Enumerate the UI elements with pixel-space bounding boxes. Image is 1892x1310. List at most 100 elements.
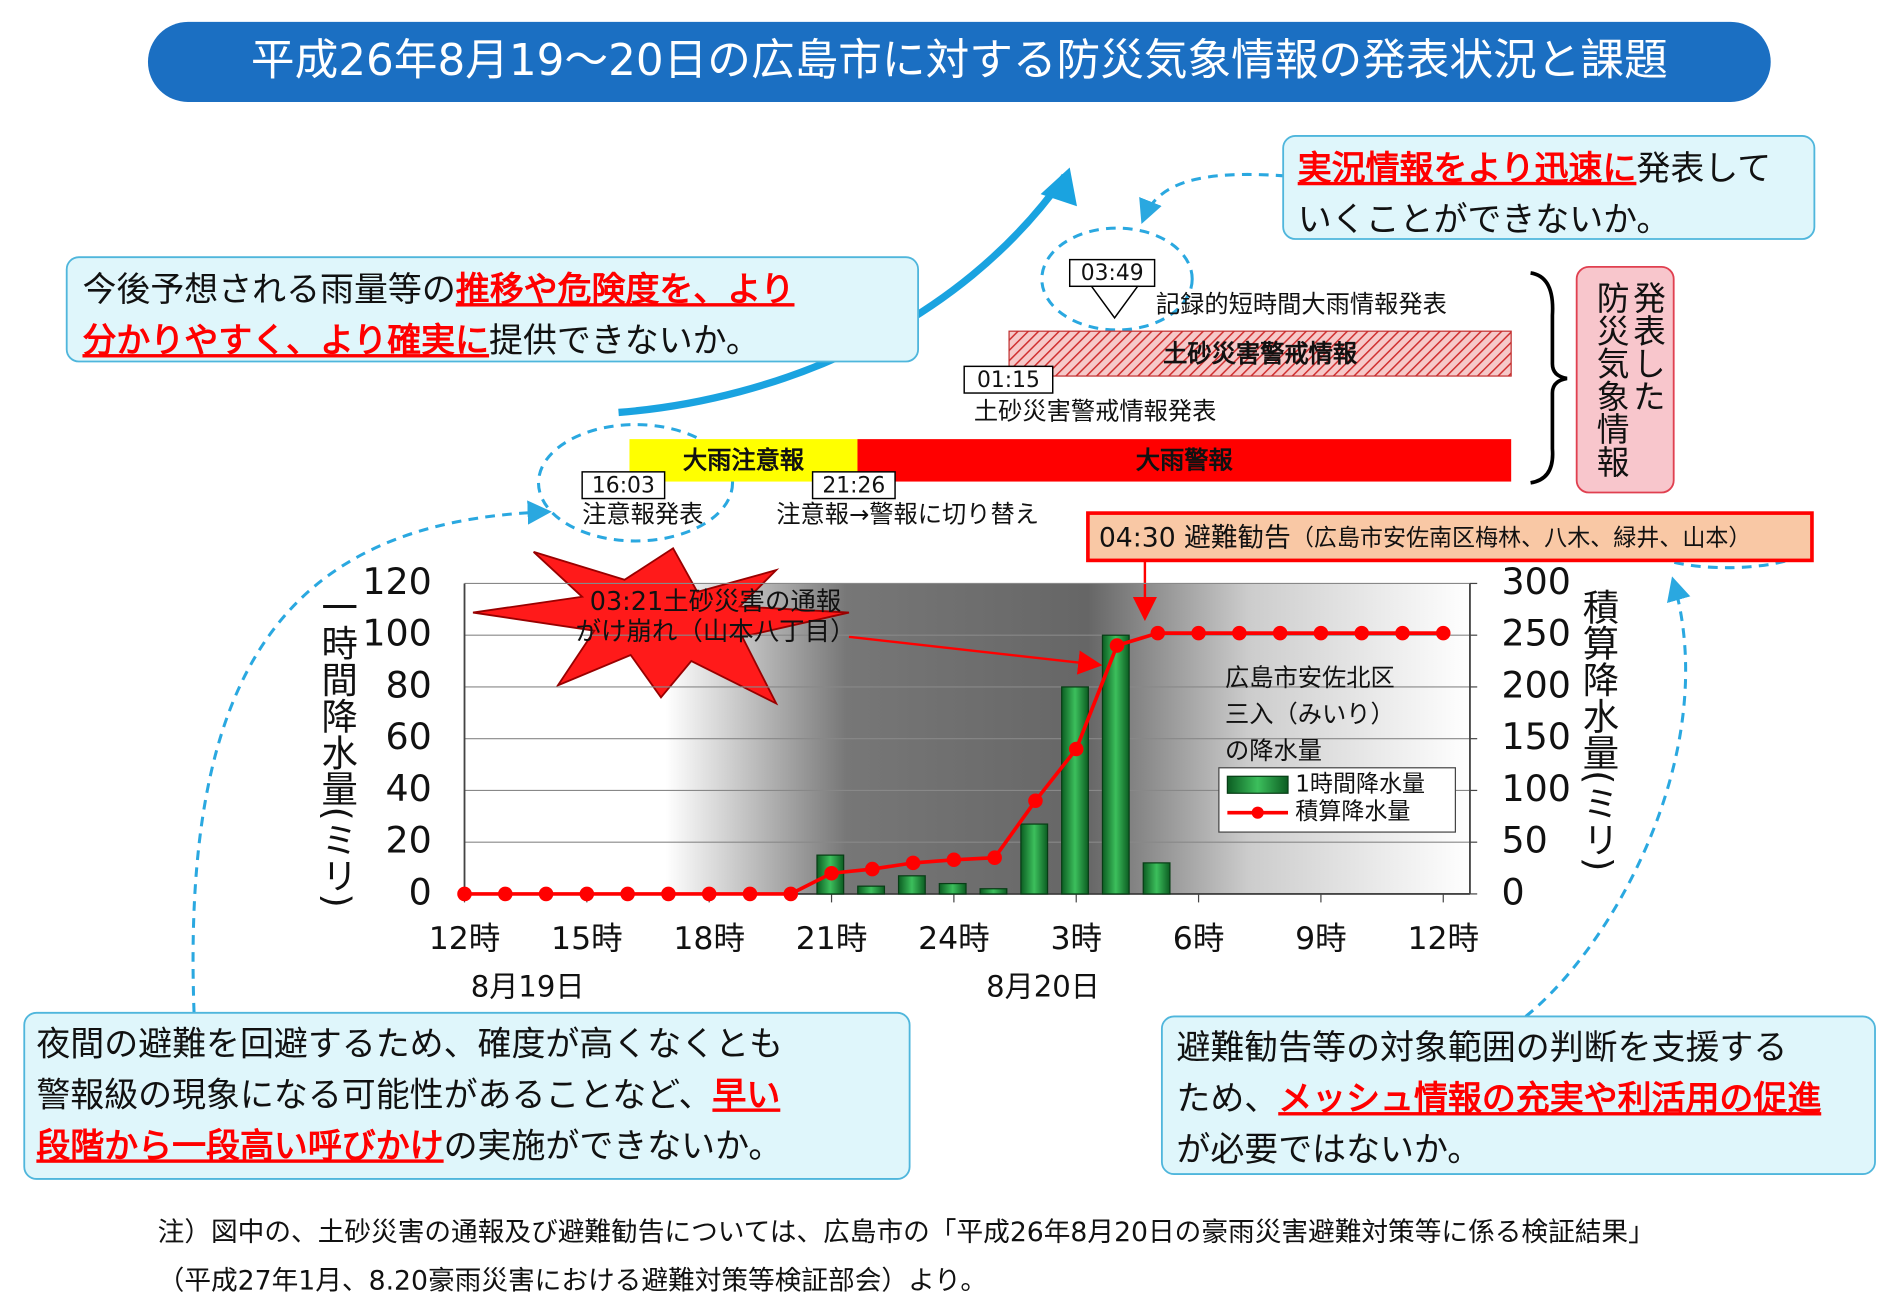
y2-tick-label: 100 [1501, 767, 1570, 810]
evacuation-box [1086, 511, 1814, 563]
issued-label: 発表した [1628, 281, 1666, 412]
callout-text: の実施ができないか。 [444, 1126, 783, 1166]
line-marker [1313, 625, 1329, 641]
incident-annotation: 03:21土砂災害の通報 [590, 587, 842, 617]
emphasis-text: 分かりやすく、より確実に [82, 321, 489, 361]
y-axis-label: 一時間降水量(ミリ) [316, 588, 359, 907]
x-tick-label: 12時 [429, 921, 501, 957]
bar [979, 888, 1008, 895]
evacuation-main: 04:30 避難勧告 [1099, 522, 1291, 553]
emphasis-text: メッシュ情報の充実や利活用の促進 [1278, 1079, 1821, 1119]
starburst [472, 546, 850, 706]
line-marker [1109, 638, 1125, 653]
callout-text: 避難勧告等の対象範囲の判断を支援する [1176, 1028, 1787, 1068]
line-marker [620, 886, 635, 902]
line-marker [457, 886, 472, 902]
emphasis-text: 早い [712, 1075, 780, 1115]
bar [816, 854, 845, 895]
event-label: 注意報→警報に切り替え [776, 500, 1039, 529]
callout-text: 発表して [1636, 148, 1771, 188]
footnote: （平成27年1月、8.20豪雨災害における避難対策等検証部会）より。 [158, 1266, 987, 1297]
y-tick-label: 60 [385, 715, 431, 758]
location-label: の降水量 [1225, 736, 1322, 765]
line-marker [1272, 625, 1288, 641]
event-time: 01:15 [977, 368, 1040, 393]
y2-tick-label: 300 [1501, 560, 1570, 603]
legend-swatch [1226, 775, 1289, 794]
trend-arrow-head [1040, 167, 1077, 207]
y-tick-label: 0 [409, 870, 432, 913]
bar [938, 882, 967, 895]
line-marker [1395, 625, 1410, 641]
line-marker [498, 886, 513, 902]
legend-marker [1251, 806, 1264, 819]
date-label: 8月20日 [986, 970, 1100, 1004]
callout-line: ため、メッシュ情報の充実や利活用の促進 [1176, 1079, 1821, 1119]
warning-bar-label: 大雨注意報 [683, 446, 805, 475]
y-tick-label: 80 [385, 663, 431, 706]
bar [1061, 686, 1089, 895]
callout-text: いくことができないか。 [1298, 199, 1671, 239]
date-label: 8月19日 [471, 970, 585, 1004]
incident-annotation: がけ崩れ（山本八丁目） [576, 617, 856, 647]
callout-line: 今後予想される雨量等の推移や危険度を、より [82, 270, 794, 310]
time-box [811, 471, 896, 500]
issued-label-box [1575, 265, 1675, 494]
line-marker [1354, 625, 1369, 641]
line-marker [783, 886, 799, 902]
y2-tick-label: 200 [1501, 663, 1570, 706]
evacuation-text: 04:30 避難勧告（広島市安佐南区梅林、八木、緑井、山本） [1099, 522, 1752, 553]
bar [1020, 823, 1049, 895]
warning-bar [857, 439, 1512, 482]
evacuation-detail: （広島市安佐南区梅林、八木、緑井、山本） [1291, 525, 1752, 551]
warning-bar-label: 大雨警報 [1136, 446, 1234, 475]
callout-line: いくことができないか。 [1298, 199, 1671, 239]
legend-label: 1時間降水量 [1295, 771, 1425, 797]
y-tick-label: 100 [362, 612, 431, 655]
x-tick-label: 18時 [673, 921, 745, 957]
event-time: 16:03 [592, 473, 655, 498]
line-marker [1232, 625, 1247, 641]
line-marker [1028, 793, 1043, 809]
bar [1101, 634, 1130, 895]
callout-box [1160, 1015, 1876, 1175]
line-marker [1068, 741, 1084, 757]
callout-box [23, 1011, 911, 1180]
y2-tick-label: 0 [1501, 870, 1524, 913]
event-label: 記録的短時間大雨情報発表 [1156, 290, 1447, 319]
line-marker [1150, 625, 1166, 641]
x-tick-label: 9時 [1295, 921, 1347, 957]
callout-line: 分かりやすく、より確実に提供できないか。 [82, 321, 759, 361]
callout-text: 今後予想される雨量等の [82, 270, 455, 310]
callout-box [65, 256, 920, 363]
bar [857, 885, 886, 895]
bar [897, 875, 926, 895]
callout-text: ため、 [1176, 1079, 1278, 1119]
callout-line: 避難勧告等の対象範囲の判断を支援する [1176, 1028, 1787, 1068]
annotation-arrow [848, 635, 1103, 675]
callout-text: が必要ではないか。 [1176, 1130, 1481, 1170]
x-tick-label: 24時 [918, 921, 990, 957]
location-label: 三入（みいり） [1225, 700, 1395, 729]
event-label: 土砂災害警戒情報発表 [974, 396, 1217, 425]
legend-label: 積算降水量 [1295, 799, 1410, 825]
event-time: 21:26 [822, 473, 885, 498]
x-tick-label: 12時 [1407, 921, 1479, 957]
bar [1142, 862, 1171, 895]
callout-text: 提供できないか。 [489, 321, 760, 361]
y-tick-label: 40 [385, 767, 431, 810]
event-time: 03:49 [1081, 261, 1144, 286]
callout-line: 段階から一段高い呼びかけの実施ができないか。 [36, 1126, 782, 1166]
emphasis-text: 実況情報をより迅速に [1298, 148, 1637, 188]
line-marker [1191, 625, 1206, 641]
x-tick-label: 21時 [796, 921, 868, 957]
callout-text: 夜間の避難を回避するため、確度が高くなくとも [36, 1024, 783, 1064]
title: 平成26年8月19～20日の広島市に対する防災気象情報の発表状況と課題 [251, 35, 1668, 86]
y2-tick-label: 50 [1501, 819, 1547, 862]
warning-bar-label: 土砂災害警戒情報 [1163, 339, 1358, 368]
x-tick-label: 6時 [1173, 921, 1225, 957]
line-marker [987, 850, 1002, 865]
emphasis-text: 段階から一段高い呼びかけ [36, 1126, 443, 1166]
